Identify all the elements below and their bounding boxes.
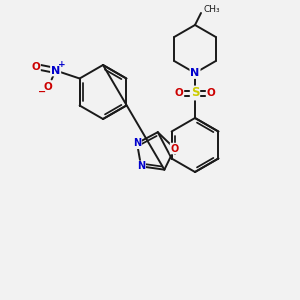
Text: O: O	[43, 82, 52, 92]
Text: O: O	[31, 61, 40, 71]
Text: N: N	[133, 138, 141, 148]
Text: +: +	[58, 60, 65, 69]
Text: O: O	[207, 88, 215, 98]
Text: N: N	[51, 65, 60, 76]
Text: N: N	[190, 68, 200, 78]
Text: CH₃: CH₃	[203, 4, 220, 14]
Text: S: S	[191, 86, 199, 100]
Text: O: O	[171, 143, 179, 154]
Text: O: O	[175, 88, 183, 98]
Text: N: N	[137, 161, 145, 171]
Text: −: −	[38, 86, 46, 97]
